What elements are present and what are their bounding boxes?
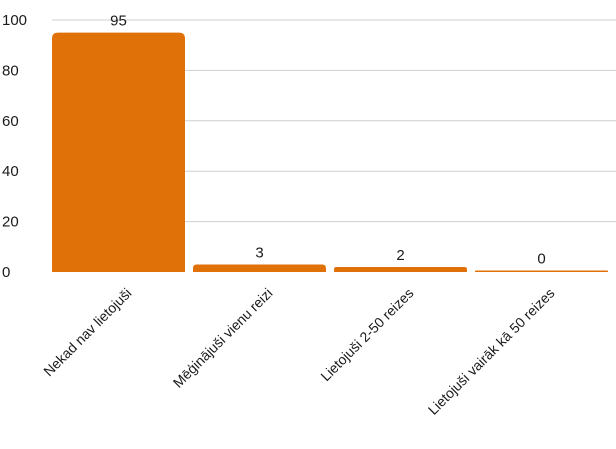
x-category-label-3: Lietojuši 2-50 reizes: [317, 285, 416, 384]
y-tick-label-100: 100: [2, 12, 27, 29]
y-tick-label-80: 80: [2, 62, 19, 79]
x-category-label-1: Nekad nav lietojuši: [40, 285, 134, 379]
y-tick-label-20: 20: [2, 214, 19, 231]
bar-3: [334, 266, 467, 272]
data-labels: 95 3 2 0: [110, 13, 546, 268]
y-axis-ticks: 0 20 40 60 80 100: [2, 12, 27, 281]
y-tick-label-40: 40: [2, 163, 19, 180]
data-label-2: 3: [255, 244, 263, 261]
y-tick-label-60: 60: [2, 113, 19, 130]
bars: [52, 32, 608, 272]
x-axis-labels: Nekad nav lietojuši Mēģinājuši vienu reiz…: [40, 285, 557, 418]
data-label-3: 2: [396, 247, 404, 264]
bar-4: [475, 270, 608, 272]
data-label-4: 0: [537, 251, 545, 268]
data-label-1: 95: [110, 13, 127, 30]
x-category-label-4: Lietojuši vairāk kā 50 reizes: [425, 285, 558, 418]
y-tick-label-0: 0: [2, 264, 10, 281]
bar-2: [193, 264, 326, 272]
bar-1: [52, 32, 185, 272]
x-category-label-2: Mēģinājuši vienu reizi: [170, 285, 276, 391]
